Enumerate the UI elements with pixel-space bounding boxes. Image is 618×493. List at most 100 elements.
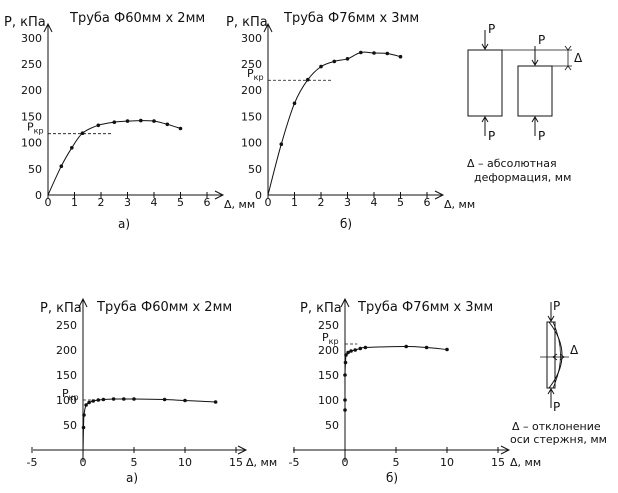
data-point [353,348,358,352]
data-point [344,353,348,357]
schematic-caption-line1: Δ – отклонение [512,420,601,433]
y-tick-label: 200 [318,344,339,357]
y-tick-label: 100 [21,137,42,150]
arrowhead-icon [531,116,539,123]
pkr-label: Pкр [247,67,264,82]
y-tick-label: 250 [21,58,42,71]
rod-deflected-inner [552,321,561,389]
data-point [404,344,409,349]
tick-labels: -5 0 5 10 15 50 100 150 200 250 [289,319,505,469]
y-tick-label: 0 [255,189,262,202]
x-tick-label: 3 [124,196,131,209]
y-axis-label: P, кПа [226,15,268,30]
x-tick-label: 5 [131,456,138,469]
y-tick-label: 50 [63,419,77,432]
data-point [162,397,167,402]
chart-title: Труба Ф60мм x 2мм [96,300,232,315]
data-point [91,399,95,403]
data-point [385,51,390,56]
y-tick-label: 150 [21,110,42,123]
data-point [372,51,376,55]
tick-labels: -5 0 5 10 15 50 100 150 200 250 [27,319,243,469]
series-curve [82,398,216,457]
load-label: P [553,400,560,414]
y-axis-label: P, кПа [4,15,46,30]
x-tick-label: 15 [229,456,243,469]
series-points [81,397,218,430]
data-point [183,398,187,403]
delta-label: Δ [570,343,579,357]
x-axis-label: Δ, мм [510,456,541,469]
x-tick-label: 0 [80,456,87,469]
data-point [152,119,156,123]
y-axis-arrow [43,22,53,33]
data-point [165,122,170,127]
y-axis-arrow [340,297,350,308]
series-points [279,50,403,146]
y-tick-label: 100 [318,394,339,407]
x-tick-label: 5 [393,456,400,469]
schematic-caption-line2: деформация, мм [474,171,571,184]
y-tick-label: 250 [241,58,262,71]
x-tick-label: 3 [344,196,351,209]
y-tick-label: 100 [56,394,77,407]
data-point [178,126,183,131]
data-point [398,54,403,59]
data-point [111,397,116,401]
pkr-label: Pкр [27,121,44,136]
y-tick-label: 200 [21,84,42,97]
chart-b-bottom: P, кПа Труба Ф76мм x 3мм Δ, мм б) -5 0 5 10… [289,297,541,485]
y-tick-label: 50 [28,163,42,176]
data-point [319,64,323,69]
y-tick-label: 150 [318,369,339,382]
data-point [346,350,350,355]
series-points [59,118,183,168]
arrowhead-icon [531,59,539,66]
arrowhead-icon [481,116,489,123]
data-point [345,57,350,61]
load-label: P [538,129,545,143]
x-tick-label: 2 [318,196,325,209]
load-label: P [488,22,495,36]
x-tick-label: 5 [177,196,184,209]
data-point [96,123,101,128]
chart-b-top: P, кПа Труба Ф76мм x 3мм Δ, мм б) 0 1 2 3 4 5… [226,11,475,231]
chart-caption: б) [340,217,352,231]
x-tick-label: 10 [440,456,454,469]
x-tick-label: -5 [289,456,300,469]
chart-title: Труба Ф76мм x 3мм [357,300,493,315]
series-points [343,344,449,412]
compression-schematic: Δ P P P P Δ – абсолютная деформация, мм [467,22,583,184]
load-label: P [553,299,560,313]
x-axis-label: Δ, мм [444,198,475,211]
x-tick-label: 10 [178,456,192,469]
y-tick-label: 250 [56,319,77,332]
data-point [343,360,348,365]
arrowhead-icon [547,315,555,322]
x-tick-label: 4 [151,196,158,209]
data-point [332,59,337,64]
chart-caption: а) [118,217,130,231]
schematic-caption-line1: Δ – абсолютная [467,157,557,170]
x-tick-label: 4 [371,196,378,209]
load-label: P [488,129,495,143]
y-tick-label: 200 [241,84,262,97]
y-axis-arrow [263,22,273,33]
x-tick-label: 0 [45,196,52,209]
y-tick-label: 150 [241,110,262,123]
data-point [132,397,136,401]
data-point [112,120,117,124]
y-tick-label: 0 [35,189,42,202]
tick-labels: 0 1 2 3 4 5 6 0 50 100 150 200 250 300 [241,32,431,209]
x-tick-label: -5 [27,456,38,469]
chart-caption: б) [386,471,398,485]
x-tick-label: 1 [291,196,298,209]
x-tick-label: 0 [342,456,349,469]
data-point [343,373,347,377]
data-point [84,403,88,407]
series-curve [267,51,401,196]
data-point [125,119,130,123]
x-axis-arrow [500,445,511,455]
buckling-schematic: Δ P P Δ – отклонение оси стержня, мм [510,299,607,446]
